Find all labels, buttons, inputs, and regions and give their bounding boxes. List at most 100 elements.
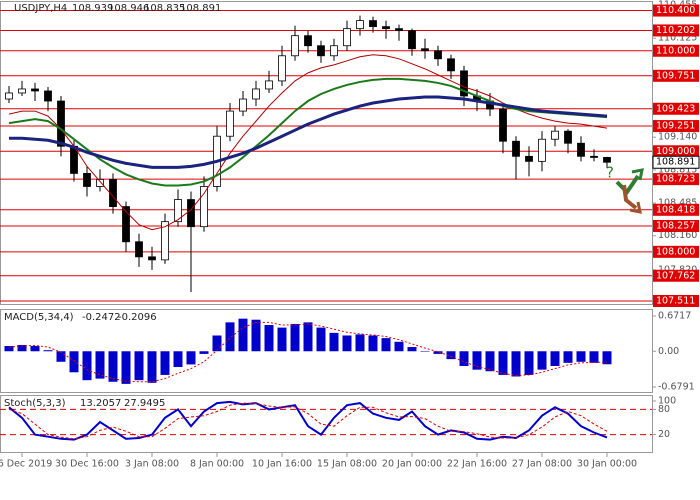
level-label: 107.511 [656, 295, 695, 306]
y-tick-label: -0.6791 [658, 381, 695, 392]
candle-body [5, 92, 13, 100]
level-box [653, 24, 699, 37]
level-label: 109.751 [656, 70, 695, 81]
macd-bar [108, 351, 118, 382]
level-label: 110.000 [656, 45, 695, 56]
stoch-line [8, 400, 608, 441]
level-box [653, 145, 699, 158]
candle-body [538, 138, 546, 162]
candle-body [174, 199, 182, 223]
question-mark: ? [606, 164, 614, 182]
price-plot [0, 10, 652, 302]
macd-bar [147, 351, 157, 383]
candle-body [83, 173, 91, 187]
candle-body [499, 108, 507, 142]
moving-average [8, 77, 608, 187]
x-tick-label: 10 Jan 16:00 [252, 459, 312, 470]
macd-bar [459, 351, 469, 366]
header-value: 108.835 [144, 3, 185, 14]
level-label: 108.723 [656, 174, 695, 185]
macd-bar [602, 351, 612, 365]
macd-value: -0.2096 [118, 312, 157, 323]
x-tick-label: 30 Jan 00:00 [577, 459, 637, 470]
level-box [653, 294, 699, 307]
x-tick-label: 30 Dec 16:00 [55, 459, 119, 470]
y-tick-label: 108.160 [658, 230, 697, 241]
level-box [653, 102, 699, 115]
candle-body [57, 100, 65, 147]
macd-bar [498, 351, 508, 375]
y-tick-label: 108.485 [658, 198, 697, 209]
level-label: 108.418 [656, 204, 695, 215]
macd-bar [342, 335, 352, 352]
x-tick-label: 15 Jan 08:00 [317, 459, 377, 470]
level-label: 107.762 [656, 270, 695, 281]
y-tick-label: 0.00 [658, 346, 679, 357]
candle-body [356, 20, 364, 30]
macd-bar [537, 351, 547, 370]
candle-body [343, 28, 351, 47]
macd-bar [355, 334, 365, 352]
candle-body [460, 70, 468, 97]
y-tick-label: 0.6717 [658, 310, 691, 321]
up-arrow [615, 174, 640, 196]
level-label: 108.000 [656, 246, 695, 257]
macd-bar [30, 346, 40, 352]
level-box [653, 219, 699, 232]
price-label: 108.891 [656, 157, 695, 168]
level-box [653, 4, 699, 17]
candle-body [421, 48, 429, 52]
header-value: 108.939 [72, 3, 113, 14]
axes: 110.455110.125109.140108.815108.485108.1… [0, 0, 700, 470]
level-box [653, 69, 699, 82]
stoch-line [8, 402, 608, 440]
macd-bar [511, 351, 521, 377]
signal-line [8, 321, 608, 383]
macd-value: -0.2472 [82, 312, 121, 323]
macd-bar [238, 318, 248, 352]
header-value: 108.946 [108, 3, 149, 14]
stoch-value: 13.2057 [80, 398, 121, 409]
macd-bar [277, 327, 287, 352]
y-tick-label: 110.125 [658, 33, 697, 44]
candle-body [265, 80, 273, 90]
x-tick-label: 22 Jan 16:00 [447, 459, 507, 470]
header-value: 108.891 [180, 3, 221, 14]
level-box [653, 245, 699, 258]
candle-body [148, 256, 156, 261]
macd-bar [121, 351, 131, 384]
candle-body [369, 20, 377, 28]
candle-body [18, 88, 26, 94]
level-box [653, 203, 699, 216]
macd-bar [17, 344, 27, 352]
candle-body [590, 155, 598, 158]
stoch-plot [0, 400, 652, 441]
level-label: 109.423 [656, 103, 695, 114]
level-box [653, 120, 699, 133]
candle-body [226, 110, 234, 137]
macd-bar [589, 351, 599, 363]
candle-body [525, 155, 533, 162]
level-label: 110.202 [656, 25, 695, 36]
macd-bar [433, 351, 443, 354]
price-box [652, 155, 700, 169]
x-tick-label: 26 Dec 2019 [0, 459, 52, 470]
candle-body [603, 157, 611, 163]
stoch-panel [0, 395, 653, 453]
macd-bar [576, 351, 586, 362]
candle-body [447, 58, 455, 72]
macd-bar [394, 341, 404, 352]
price-panel [0, 1, 653, 305]
macd-bar [550, 351, 560, 366]
macd-bar [329, 332, 339, 352]
stoch-value: 27.9495 [124, 398, 165, 409]
macd-bar [199, 351, 209, 354]
y-tick-label: 100 [658, 396, 676, 407]
macd-bar [212, 335, 222, 352]
candle-body [31, 88, 39, 92]
macd-plot [4, 318, 612, 384]
moving-average [9, 95, 608, 169]
level-label: 110.400 [656, 5, 695, 16]
candle-body [44, 90, 52, 102]
macd-bar [82, 351, 92, 381]
